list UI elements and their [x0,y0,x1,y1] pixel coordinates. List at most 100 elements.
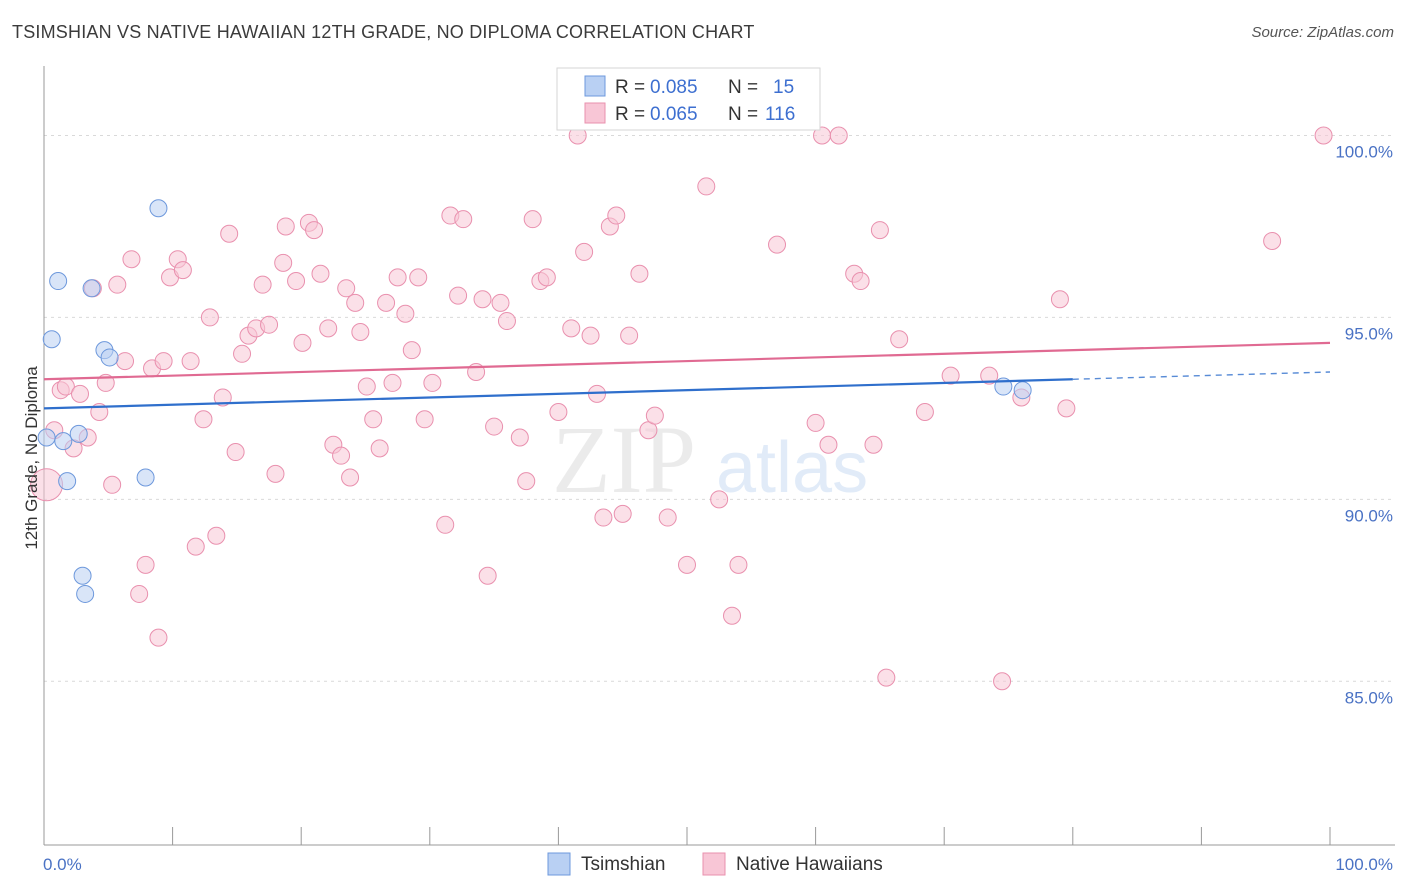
tsimshian-point-3 [54,432,73,451]
hawaiian-point-102 [877,668,896,687]
hawaiian-point-51 [364,410,383,429]
watermark-atlas: atlas [716,428,868,508]
hawaiian-point-27 [213,388,232,407]
hawaiian-point-93 [723,606,742,625]
tsimshian-trend-extension [1072,371,1331,380]
hawaiian-point-39 [293,333,312,352]
hawaiian-point-35 [266,464,285,483]
stats-r-label-hawaiian: R = [615,104,650,125]
grid-lines [44,134,1395,682]
hawaiian-point-66 [473,290,492,309]
legend-swatch-hawaiian[interactable] [702,852,726,876]
stats-swatch-tsimshian [584,75,606,97]
hawaiian-point-79 [581,326,600,345]
hawaiian-point-33 [253,275,272,294]
legend-label-tsimshian[interactable]: Tsimshian [581,854,665,875]
hawaiian-point-47 [341,468,360,487]
hawaiian-point-5 [71,384,90,403]
hawaiian-point-48 [346,293,365,312]
hawaiian-point-103 [890,330,909,349]
hawaiian-point-97 [819,435,838,454]
hawaiian-point-10 [103,475,122,494]
stats-box: R = 0.085 N = 15 R = 0.065 N = 116 [556,67,821,131]
stats-r-label-tsimshian: R = [615,77,650,98]
stats-n-tsimshian: 15 [773,77,794,98]
tsimshian-point-5 [69,424,88,443]
hawaiian-point-53 [377,293,396,312]
y-tick-labels: 85.0% 90.0% 95.0% 100.0% [1335,142,1393,707]
hawaiian-point-26 [207,526,226,545]
hawaiian-point-110 [1057,399,1076,418]
y-tick-label-1: 90.0% [1345,506,1393,525]
hawaiian-point-91 [697,177,716,196]
hawaiian-point-88 [645,406,664,425]
hawaiian-point-115 [829,126,848,145]
tsimshian-point-7 [76,584,95,603]
hawaiian-point-60 [423,373,442,392]
hawaiian-point-70 [497,312,516,331]
legend-swatch-tsimshian[interactable] [547,852,571,876]
hawaiian-point-92 [710,490,729,509]
hawaiian-point-94 [729,555,748,574]
hawaiian-point-75 [537,268,556,287]
hawaiian-point-71 [510,428,529,447]
hawaiian-point-86 [630,264,649,283]
axes [43,66,1395,846]
tsimshian-point-4 [58,472,77,491]
tsimshian-point-10 [100,348,119,367]
y-tick-label-2: 95.0% [1345,324,1393,343]
hawaiian-point-90 [678,555,696,574]
x-tick-min: 0.0% [43,855,82,874]
hawaiian-point-25 [200,308,219,327]
hawaiian-point-17 [149,628,168,647]
y-tick-label-3: 100.0% [1335,142,1393,161]
hawaiian-point-105 [941,366,960,385]
trend-lines [43,341,1331,410]
hawaiian-point-84 [613,504,632,523]
hawaiian-point-96 [806,413,825,432]
hawaiian-point-72 [517,472,536,491]
hawaiian-point-81 [594,508,613,527]
legend-label-hawaiian[interactable]: Native Hawaiians [736,854,883,875]
hawaiian-trend-line [43,341,1331,381]
stats-r-hawaiian: 0.065 [650,104,698,125]
hawaiian-point-38 [287,272,306,291]
hawaiian-point-22 [181,352,200,371]
hawaiian-point-76 [549,403,568,422]
hawaiian-point-61 [436,515,455,534]
hawaiian-point-11 [108,275,127,294]
hawaiian-point-41 [305,221,324,240]
hawaiian-point-101 [870,221,889,240]
hawaiian-point-49 [351,322,370,341]
hawaiian-point-85 [620,326,639,345]
series-tsimshian [37,199,1032,603]
hawaiian-point-34 [260,315,279,334]
hawaiian-point-30 [233,344,252,363]
hawaiian-point-24 [194,410,213,429]
hawaiian-point-45 [332,446,351,465]
hawaiian-point-95 [768,235,787,254]
hawaiian-point-37 [276,217,295,236]
tsimshian-trend-line [43,378,1073,410]
stats-n-label-tsimshian: N = [728,77,763,98]
hawaiian-point-112 [1314,126,1333,145]
hawaiian-point-64 [454,210,473,229]
hawaiian-point-69 [491,293,510,312]
tsimshian-point-11 [136,468,155,487]
hawaiian-point-56 [396,304,415,323]
source-label: Source: ZipAtlas.com [1251,24,1394,41]
hawaiian-point-54 [383,373,402,392]
tsimshian-point-8 [82,279,101,298]
hawaiian-point-13 [122,250,141,269]
hawaiian-point-106 [980,366,999,385]
hawaiian-point-12 [116,352,135,371]
hawaiian-point-89 [658,508,677,527]
tsimshian-point-14 [1013,381,1032,400]
x-tick-max: 100.0% [1335,855,1393,874]
hawaiian-point-68 [485,417,504,436]
hawaiian-point-52 [370,439,389,458]
y-tick-label-0: 85.0% [1345,688,1393,707]
hawaiian-point-55 [388,268,407,287]
hawaiian-point-36 [274,253,293,272]
